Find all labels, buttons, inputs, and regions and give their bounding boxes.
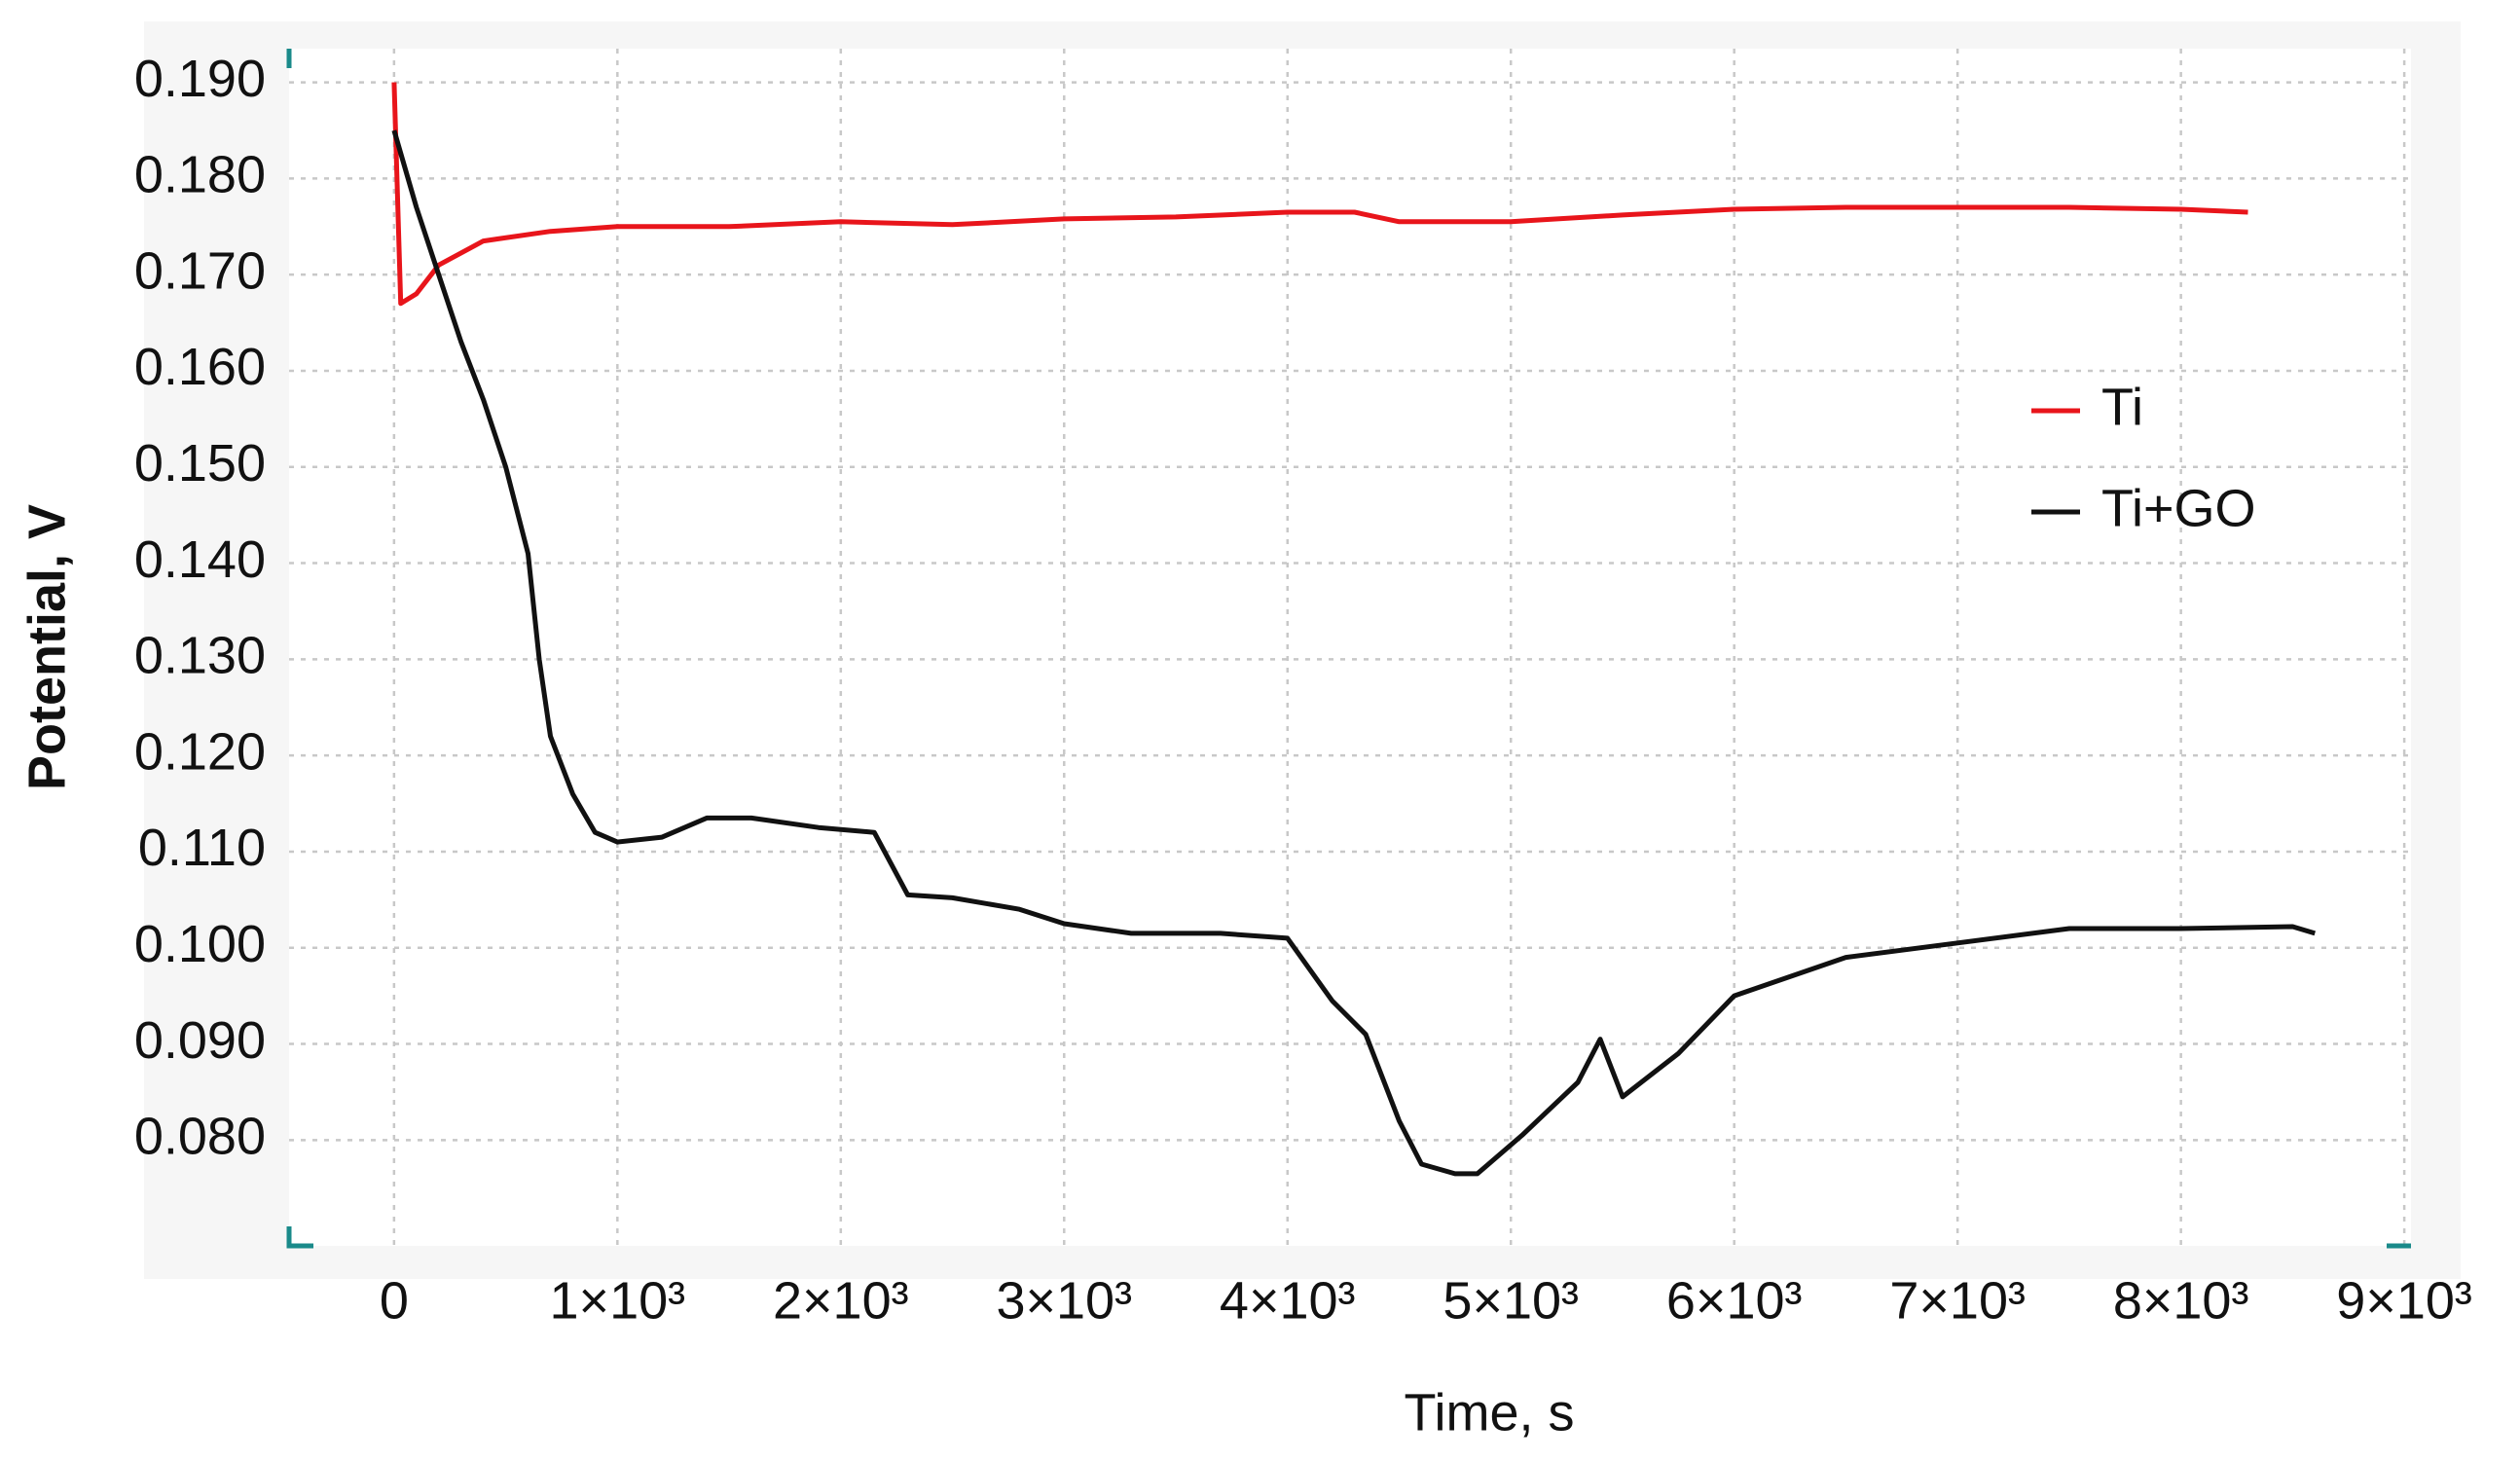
y-tick-label: 0.130 — [134, 627, 266, 685]
y-tick-label: 0.140 — [134, 530, 266, 589]
y-tick-label: 0.100 — [134, 915, 266, 973]
y-tick-label: 0.180 — [134, 146, 266, 204]
line-series — [391, 82, 2248, 307]
y-tick-label: 0.150 — [134, 434, 266, 493]
y-tick-label: 0.110 — [138, 819, 266, 877]
x-tick-label: 3×10³ — [996, 1271, 1132, 1330]
x-tick-label: 9×10³ — [2336, 1271, 2472, 1330]
y-tick-label: 0.190 — [134, 50, 266, 108]
y-tick-label: 0.080 — [134, 1108, 266, 1166]
y-tick-label: 0.170 — [134, 241, 266, 300]
x-tick-label: 4×10³ — [1220, 1271, 1356, 1330]
x-tick-label: 5×10³ — [1443, 1271, 1579, 1330]
y-tick-label: 0.090 — [134, 1011, 266, 1070]
line-series — [391, 129, 2317, 1177]
y-tick-label: 0.120 — [134, 722, 266, 781]
x-tick-label: 0 — [380, 1271, 409, 1330]
y-axis-title: Potential, V — [18, 504, 76, 790]
x-tick-label: 1×10³ — [550, 1271, 686, 1330]
x-tick-label: 2×10³ — [773, 1271, 909, 1330]
y-tick-label: 0.160 — [134, 338, 266, 396]
x-tick-label: 8×10³ — [2113, 1271, 2249, 1330]
legend-label: Ti — [2101, 378, 2143, 436]
x-axis-title: Time, s — [1405, 1383, 1575, 1442]
x-tick-label: 6×10³ — [1666, 1271, 1803, 1330]
x-tick-label: 7×10³ — [1889, 1271, 2026, 1330]
plot-layer: 0.080 0.090 0.100 0.110 0.120 0.130 0.140 0.150… — [134, 49, 2472, 1330]
legend-label: Ti+GO — [2101, 479, 2256, 537]
plot-area — [289, 49, 2411, 1246]
axis-corner — [286, 49, 2411, 1249]
